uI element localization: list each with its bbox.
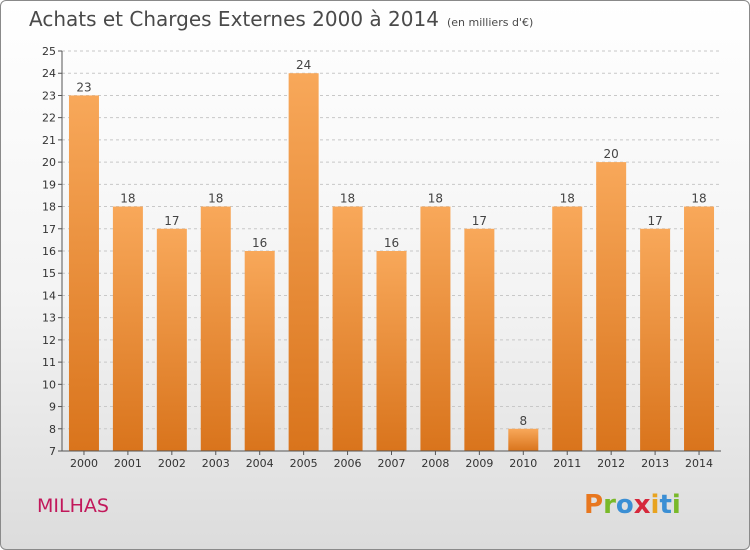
y-tick-label: 25 — [42, 45, 56, 58]
bar-2006 — [332, 206, 363, 451]
data-label: 17 — [164, 214, 179, 228]
y-tick-label: 11 — [42, 356, 56, 369]
data-label: 18 — [691, 192, 706, 206]
x-tick-label: 2013 — [641, 457, 669, 470]
y-tick-label: 10 — [42, 378, 56, 391]
data-label: 18 — [120, 192, 135, 206]
x-tick-label: 2005 — [290, 457, 318, 470]
x-tick-label: 2007 — [378, 457, 406, 470]
data-label: 20 — [604, 147, 619, 161]
x-tick-label: 2003 — [202, 457, 230, 470]
y-tick-label: 17 — [42, 223, 56, 236]
x-tick-label: 2009 — [465, 457, 493, 470]
place-name: MILHAS — [37, 495, 109, 517]
y-tick-label: 23 — [42, 89, 56, 102]
x-tick-label: 2008 — [421, 457, 449, 470]
bar-2002 — [156, 228, 187, 451]
x-tick-label: 2004 — [246, 457, 274, 470]
y-tick-label: 7 — [49, 445, 56, 458]
proxiti-logo: Proxiti — [584, 490, 681, 520]
y-tick-label: 22 — [42, 112, 56, 125]
data-label: 17 — [647, 214, 662, 228]
data-label: 18 — [208, 192, 223, 206]
y-tick-label: 24 — [42, 67, 56, 80]
bar-2003 — [200, 206, 231, 451]
bar-2005 — [288, 73, 319, 451]
data-label: 16 — [384, 236, 399, 250]
x-tick-label: 2001 — [114, 457, 142, 470]
bar-2012 — [596, 162, 627, 451]
y-tick-label: 16 — [42, 245, 56, 258]
x-tick-label: 2006 — [334, 457, 362, 470]
bar-2000 — [68, 95, 99, 451]
bar-2014 — [684, 206, 715, 451]
bar-2007 — [376, 251, 407, 451]
y-tick-label: 12 — [42, 334, 56, 347]
title-text: Achats et Charges Externes 2000 à 2014 — [29, 7, 439, 31]
y-tick-label: 21 — [42, 134, 56, 147]
bar-2013 — [640, 228, 671, 451]
x-tick-label: 2000 — [70, 457, 98, 470]
bar-2008 — [420, 206, 451, 451]
bar-2004 — [244, 251, 275, 451]
x-tick-label: 2002 — [158, 457, 186, 470]
data-label: 23 — [76, 80, 91, 94]
bar-2011 — [552, 206, 583, 451]
y-tick-label: 14 — [42, 289, 56, 302]
y-tick-label: 9 — [49, 401, 56, 414]
y-tick-label: 20 — [42, 156, 56, 169]
data-label: 18 — [428, 192, 443, 206]
chart-title: Achats et Charges Externes 2000 à 2014 (e… — [29, 7, 533, 31]
data-label: 16 — [252, 236, 267, 250]
x-tick-label: 2012 — [597, 457, 625, 470]
data-label: 17 — [472, 214, 487, 228]
bar-2009 — [464, 228, 495, 451]
unit-text: (en milliers d'€) — [446, 16, 534, 29]
y-tick-label: 13 — [42, 312, 56, 325]
y-tick-label: 19 — [42, 178, 56, 191]
data-label: 8 — [519, 414, 527, 428]
data-label: 24 — [296, 58, 311, 72]
data-label: 18 — [560, 192, 575, 206]
bar-2001 — [112, 206, 143, 451]
x-tick-label: 2010 — [509, 457, 537, 470]
data-label: 18 — [340, 192, 355, 206]
x-tick-label: 2011 — [553, 457, 581, 470]
y-tick-label: 18 — [42, 201, 56, 214]
bar-2010 — [508, 428, 539, 451]
x-tick-label: 2014 — [685, 457, 713, 470]
y-tick-label: 15 — [42, 267, 56, 280]
axes: 7 8 9 10 11 12 13 14 15 16 17 18 19 20 21 22 23 24 25 2000 2… — [42, 45, 721, 470]
bars: 23 18 17 18 16 24 18 16 18 17 8 18 20 17 18 — [68, 58, 715, 451]
y-tick-label: 8 — [49, 423, 56, 436]
